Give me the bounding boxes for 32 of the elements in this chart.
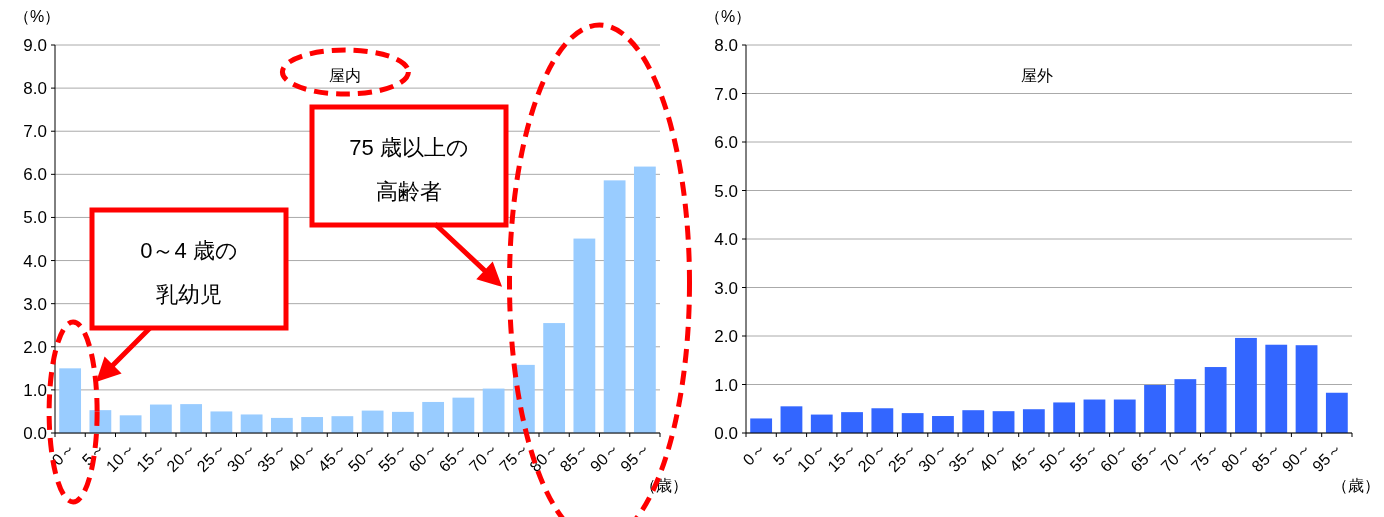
x-tick-label: 0～ bbox=[739, 439, 770, 469]
y-tick-label: 4.0 bbox=[23, 251, 47, 271]
text: 屋内 bbox=[329, 67, 362, 84]
y-tick-label: 3.0 bbox=[23, 294, 47, 314]
annotation: 高齢者 bbox=[376, 179, 442, 204]
y-tick-label: 4.0 bbox=[714, 230, 738, 249]
y-tick-label: 8.0 bbox=[714, 36, 738, 55]
annotation: 75 歳以上の bbox=[349, 135, 469, 160]
annotation: 乳幼児 bbox=[156, 282, 222, 307]
x-tick-label: 95～ bbox=[1309, 439, 1345, 476]
y-tick-label: 0.0 bbox=[23, 424, 47, 443]
y-tick-label: 1.0 bbox=[714, 375, 738, 395]
y-tick-label: 5.0 bbox=[714, 181, 738, 201]
y-tick-label: 6.0 bbox=[714, 133, 738, 152]
y-tick-label: 7.0 bbox=[714, 84, 738, 104]
y-axis-title: （%） bbox=[704, 8, 752, 25]
y-tick-label: 5.0 bbox=[23, 208, 47, 228]
y-tick-label: 9.0 bbox=[23, 36, 47, 55]
y-tick-label: 6.0 bbox=[23, 165, 47, 185]
y-tick-label: 2.0 bbox=[23, 337, 47, 357]
x-tick-label: 10～ bbox=[793, 439, 830, 476]
y-tick-label: 2.0 bbox=[714, 327, 738, 346]
y-tick-label: 0.0 bbox=[714, 424, 738, 443]
x-tick-label: 95～ bbox=[617, 439, 653, 476]
annotation: 0～4 歳の bbox=[140, 238, 238, 263]
text: 屋外 bbox=[1020, 67, 1053, 84]
y-axis-title: （%） bbox=[13, 8, 61, 25]
y-tick-label: 7.0 bbox=[23, 122, 47, 142]
y-tick-label: 8.0 bbox=[23, 79, 47, 99]
y-tick-label: 1.0 bbox=[23, 380, 47, 400]
y-tick-label: 3.0 bbox=[714, 278, 738, 298]
x-axis-title: （歳） bbox=[1332, 477, 1380, 494]
